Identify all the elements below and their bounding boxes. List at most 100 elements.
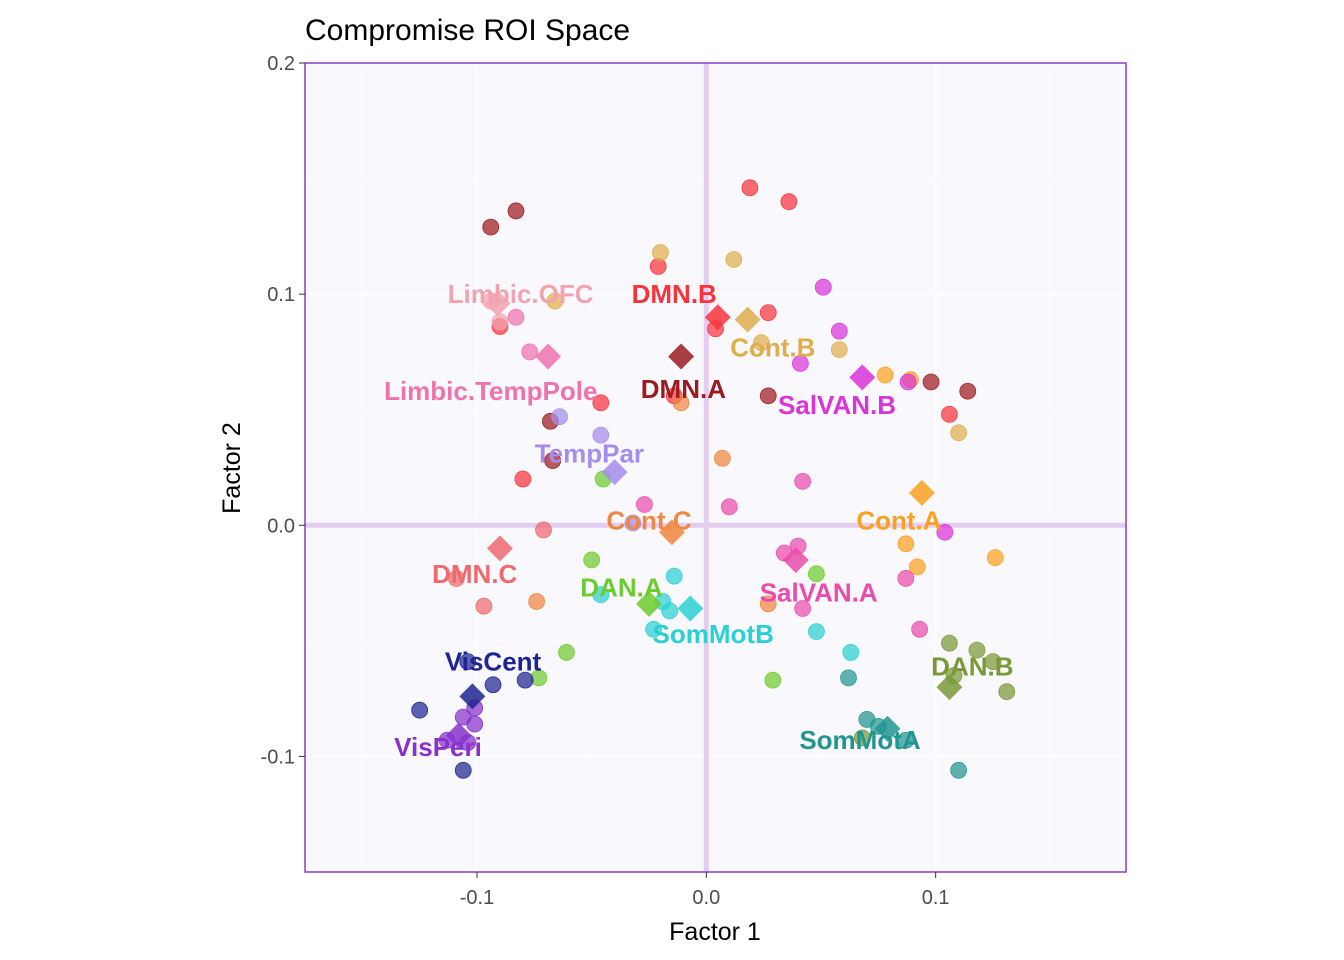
data-point-salvan-a [911, 620, 929, 638]
data-point-salvan-b [814, 278, 832, 296]
centroid-dmn-c [486, 535, 513, 562]
data-point-dmn-c [475, 597, 493, 615]
y-tick-label: 0.2 [267, 53, 295, 75]
y-axis-ticks: 0.2 0.1 0.0 -0.1 [261, 53, 305, 768]
group-label-limbic-ofc: Limbic.OFC [448, 279, 594, 309]
centroid-limbic-temppole [535, 343, 562, 370]
y-tick-label: 0.1 [267, 284, 295, 306]
data-point-visperi [454, 708, 472, 726]
data-point-dmn-a [544, 452, 562, 469]
chart-title: Compromise ROI Space [305, 14, 630, 47]
data-point-viscent [516, 671, 534, 689]
data-point-dan-a [558, 644, 575, 661]
data-point-dmn-b [741, 179, 759, 197]
data-point-sommota [840, 669, 857, 687]
centroid-sommotb [677, 595, 704, 622]
group-labels: DMN.B DMN.A DMN.C Cont.A Cont.B Cont.C Limbic.… [384, 279, 1013, 762]
x-tick-label: 0.1 [922, 887, 950, 909]
data-point-dmn-b [649, 258, 667, 275]
x-tick-label: 0.0 [692, 887, 720, 909]
data-point-salvan-b [830, 322, 848, 340]
group-label-temppar: TempPar [535, 439, 644, 469]
data-point-dmn-b [780, 193, 798, 211]
data-point-cont-b [652, 244, 669, 261]
data-point-cont-a [876, 366, 894, 384]
data-point-sommota [950, 761, 967, 779]
group-label-cont-a: Cont.A [856, 506, 941, 536]
x-axis-ticks: -0.1 0.0 0.1 [460, 872, 950, 909]
data-point-viscent [454, 761, 472, 779]
data-point-cont-c [759, 595, 777, 613]
data-points [411, 179, 1016, 779]
group-label-salvan-a: SalVAN.A [760, 577, 878, 607]
data-point-sommotb [592, 586, 610, 604]
centroid-temppar [601, 459, 628, 486]
data-point-dmn-b [592, 394, 610, 412]
x-tick-label: -0.1 [460, 887, 494, 909]
group-label-cont-c: Cont.C [606, 506, 691, 536]
data-point-cont-b [830, 341, 848, 359]
data-point-salvan-a [794, 600, 812, 617]
data-point-temppar [624, 514, 642, 532]
centroid-sommota [874, 715, 901, 742]
data-point-dan-b [984, 653, 1002, 671]
data-point-viscent [484, 676, 502, 694]
data-point-dan-b [853, 729, 871, 747]
data-point-dmn-a [759, 387, 777, 405]
centroid-salvan-b [849, 364, 876, 391]
data-point-cont-c [672, 394, 690, 412]
data-point-salvan-a [720, 498, 738, 516]
group-label-visperi: VisPeri [394, 732, 482, 762]
data-point-cont-b [752, 334, 770, 352]
data-point-dan-b [968, 641, 986, 659]
group-label-viscent: VisCent [445, 647, 542, 677]
data-point-salvan-a [897, 570, 915, 587]
data-point-viscent [459, 653, 477, 671]
centroid-dan-b [936, 674, 963, 701]
x-axis-title: Factor 1 [669, 918, 761, 946]
group-label-sommotb: SomMotB [653, 619, 774, 649]
centroid-visperi [445, 722, 472, 749]
group-label-dmn-b: DMN.B [632, 279, 717, 309]
centroid-limbic-ofc [484, 290, 511, 317]
data-point-dmn-a [507, 202, 525, 220]
data-point-cont-a [986, 549, 1004, 567]
data-point-limbic-temppole [507, 308, 525, 326]
data-point-dmn-a [482, 218, 500, 236]
data-point-cont-a [908, 558, 926, 576]
data-point-sommotb [661, 602, 679, 620]
plot-border [304, 62, 1127, 873]
data-point-temppar [592, 426, 610, 444]
data-point-salvan-b [791, 355, 809, 372]
group-label-dmn-a: DMN.A [641, 374, 726, 404]
zero-lines [305, 63, 1126, 872]
data-point-limbic-temppole [521, 343, 539, 361]
data-point-salvan-b [899, 373, 917, 391]
centroid-dmn-a [668, 343, 695, 370]
group-centroids [445, 290, 963, 749]
centroid-cont-a [908, 479, 935, 506]
data-point-dmn-c [447, 570, 465, 587]
centroid-salvan-a [782, 546, 809, 573]
data-point-sommota [897, 731, 915, 749]
centroid-dmn-b [704, 304, 731, 331]
data-point-dan-a [808, 565, 825, 583]
data-point-dan-b [998, 683, 1016, 701]
data-point-viscent [411, 701, 429, 719]
group-label-dmn-c: DMN.C [432, 559, 517, 589]
group-label-cont-b: Cont.B [730, 332, 815, 362]
y-tick-label: 0.0 [267, 515, 295, 537]
data-point-cont-b [950, 424, 967, 442]
y-tick-label: -0.1 [261, 746, 295, 768]
data-point-sommotb [842, 644, 860, 661]
data-point-sommotb [808, 623, 825, 641]
data-point-dan-a [764, 671, 782, 689]
centroid-dan-a [635, 590, 662, 617]
group-label-limbic-temppole: Limbic.TempPole [384, 376, 597, 406]
group-label-dan-b: DAN.B [931, 651, 1013, 681]
data-point-dmn-b [941, 405, 958, 423]
centroid-cont-b [734, 306, 761, 333]
data-point-cont-c [713, 449, 731, 467]
group-label-salvan-b: SalVAN.B [778, 390, 896, 420]
